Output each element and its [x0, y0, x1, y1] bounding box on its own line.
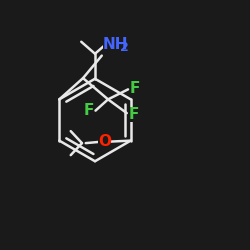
Text: F: F: [130, 80, 140, 96]
Text: 2: 2: [120, 41, 129, 54]
Text: F: F: [129, 107, 139, 122]
Text: O: O: [98, 134, 111, 150]
Text: NH: NH: [103, 37, 128, 52]
Text: F: F: [83, 103, 94, 118]
